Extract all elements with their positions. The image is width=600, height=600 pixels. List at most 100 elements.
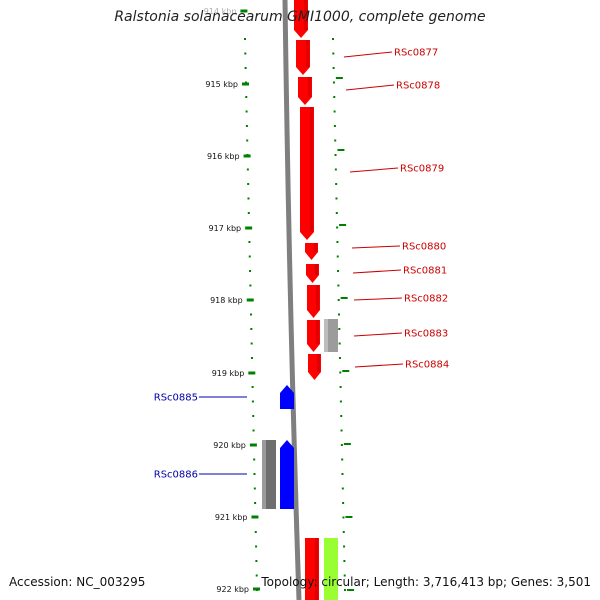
tick-dot xyxy=(252,429,255,432)
tick-dot xyxy=(254,531,257,533)
tick-dot xyxy=(246,139,249,142)
tick-marks xyxy=(244,38,355,591)
leader-line-RSc0879 xyxy=(349,167,399,173)
major-tick-left xyxy=(245,226,253,230)
tick-dot xyxy=(337,270,340,272)
scale-label-920: 920 kbp xyxy=(213,441,246,450)
tick-dot xyxy=(244,38,246,40)
gene-arrow-RSc0882-shade xyxy=(316,285,319,310)
tick-dot xyxy=(338,328,341,330)
tick-dot xyxy=(253,458,256,461)
grey-feature-shade xyxy=(328,319,338,352)
gene-arrow-upstream-shade xyxy=(304,0,307,30)
major-tick-right xyxy=(339,224,347,226)
tick-dot xyxy=(333,110,336,113)
tick-dot xyxy=(337,299,340,301)
feature-blocks xyxy=(262,319,338,600)
tick-dot xyxy=(340,444,343,446)
tick-dot xyxy=(332,81,335,84)
gene-arrow-RSc0885 xyxy=(280,385,294,409)
gene-label-RSc0880: RSc0880 xyxy=(402,242,446,253)
tick-dot xyxy=(247,197,250,200)
tick-dot xyxy=(342,531,345,533)
tick-dot xyxy=(339,400,342,403)
tick-dot xyxy=(248,241,251,243)
major-tick-right xyxy=(342,370,350,372)
topology-label: Topology: circular; Length: 3,716,413 bp… xyxy=(261,575,591,589)
tick-dot xyxy=(250,313,253,316)
leader-line-RSc0881 xyxy=(352,269,402,274)
leader-line-RSc0880 xyxy=(351,245,401,249)
tick-dot xyxy=(336,255,339,258)
tick-dot xyxy=(341,473,344,475)
gene-label-RSc0881: RSc0881 xyxy=(403,266,447,277)
tick-dot xyxy=(253,473,256,475)
tick-dot xyxy=(249,284,252,287)
tick-dot xyxy=(255,560,258,562)
major-tick-right xyxy=(340,297,348,299)
tick-dot xyxy=(338,342,341,345)
tick-dot xyxy=(332,52,335,55)
major-tick-left xyxy=(249,443,257,447)
scale-label-916: 916 kbp xyxy=(207,152,240,161)
major-tick-left xyxy=(246,298,254,302)
tick-dot xyxy=(244,67,247,69)
tick-dot xyxy=(334,154,337,156)
major-tick-left xyxy=(248,371,256,375)
tick-dot xyxy=(341,458,344,461)
tick-dot xyxy=(251,386,254,388)
gene-arrow-RSc0880-shade xyxy=(314,243,317,252)
tick-dot xyxy=(338,313,341,316)
tick-dot xyxy=(253,487,256,490)
gene-label-RSc0885: RSc0885 xyxy=(154,393,198,404)
tick-dot xyxy=(335,212,338,214)
tick-dot xyxy=(341,487,344,490)
gene-arrow-RSc0884-shade xyxy=(317,354,320,372)
tick-dot xyxy=(248,255,251,258)
tick-dot xyxy=(343,574,346,577)
scale-label-919: 919 kbp xyxy=(212,369,245,378)
scale-label-914: 914 kbp xyxy=(204,7,237,16)
tick-dot xyxy=(245,125,248,127)
tick-dot xyxy=(333,125,336,127)
scale-label-915: 915 kbp xyxy=(205,80,238,89)
gene-arrow-RSc0883-shade xyxy=(316,320,319,344)
tick-dot xyxy=(255,545,258,548)
tick-dot xyxy=(336,226,339,229)
tick-dot xyxy=(247,183,250,185)
tick-dot xyxy=(255,574,258,577)
tick-dot xyxy=(250,357,253,359)
accession-label: Accession: NC_003295 xyxy=(9,575,146,589)
tick-dot xyxy=(339,371,342,374)
gene-label-RSc0886: RSc0886 xyxy=(154,470,198,481)
leader-line-RSc0883 xyxy=(353,332,403,337)
tick-dot xyxy=(338,357,341,359)
major-tick-left xyxy=(243,154,251,158)
gene-label-RSc0883: RSc0883 xyxy=(404,329,448,340)
tick-dot xyxy=(337,284,340,287)
gene-label-RSc0884: RSc0884 xyxy=(405,360,449,371)
leader-line-RSc0884 xyxy=(354,363,404,368)
major-tick-right xyxy=(335,77,343,79)
tick-dot xyxy=(333,96,336,98)
leader-line-RSc0878 xyxy=(345,84,395,91)
tick-dot xyxy=(332,38,334,40)
tick-dot xyxy=(245,96,248,98)
scale-label-918: 918 kbp xyxy=(210,296,243,305)
gene-arrow-RSc0878-shade xyxy=(308,77,311,97)
tick-dot xyxy=(254,502,257,504)
tick-dot xyxy=(340,415,343,417)
map-title: Ralstonia solanacearum GMI1000, complete… xyxy=(114,9,486,25)
gene-arrows xyxy=(280,0,321,600)
scale-labels: 914 kbp 915 kbp 916 kbp 917 kbp 918 kbp 919 k… xyxy=(204,7,261,594)
scale-label-917: 917 kbp xyxy=(209,224,242,233)
major-tick-left xyxy=(251,515,259,519)
scale-label-921: 921 kbp xyxy=(215,513,248,522)
tick-dot xyxy=(334,139,337,142)
tick-dot xyxy=(339,386,342,388)
tick-dot xyxy=(340,429,343,432)
tick-dot xyxy=(343,545,346,548)
genome-backbone xyxy=(282,0,302,600)
tick-dot xyxy=(250,342,253,345)
tick-dot xyxy=(344,589,347,591)
